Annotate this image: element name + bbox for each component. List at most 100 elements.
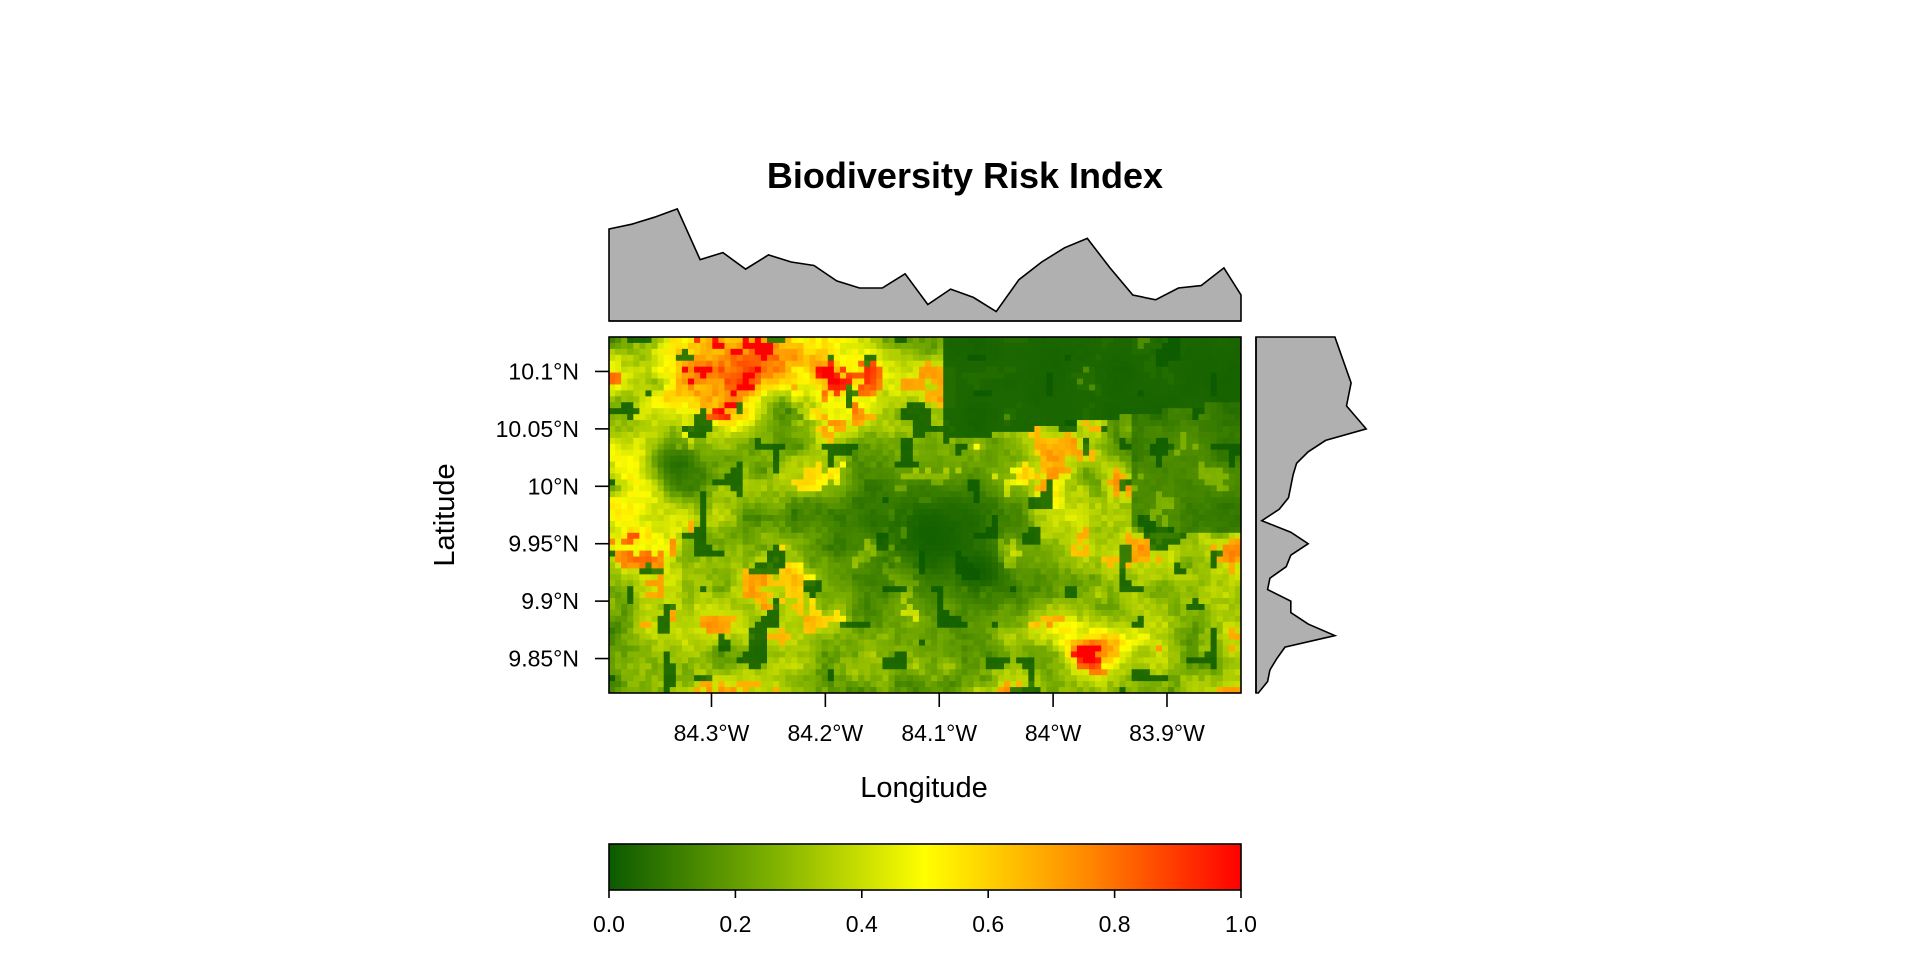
heatmap-cell bbox=[1234, 503, 1241, 510]
heatmap-cell bbox=[1046, 420, 1054, 427]
heatmap-cell bbox=[1046, 497, 1054, 504]
heatmap-cell bbox=[669, 544, 677, 552]
heatmap-cell bbox=[846, 515, 853, 522]
heatmap-cell bbox=[997, 609, 1005, 617]
heatmap-cell bbox=[1131, 568, 1139, 575]
heatmap-cell bbox=[651, 342, 659, 350]
heatmap-cell bbox=[833, 604, 841, 611]
heatmap-cell bbox=[675, 337, 683, 344]
heatmap-cell bbox=[1101, 544, 1108, 552]
heatmap-cell bbox=[846, 384, 853, 391]
heatmap-cell bbox=[961, 485, 969, 492]
heatmap-cell bbox=[657, 556, 665, 564]
heatmap-cell bbox=[767, 604, 774, 611]
heatmap-cell bbox=[809, 526, 817, 534]
heatmap-cell bbox=[900, 372, 908, 380]
heatmap-cell bbox=[1016, 497, 1023, 504]
heatmap-cell bbox=[651, 366, 659, 374]
heatmap-cell bbox=[767, 526, 774, 534]
heatmap-cell bbox=[1174, 562, 1181, 569]
heatmap-cell bbox=[1168, 420, 1175, 427]
heatmap-cell bbox=[663, 580, 671, 587]
heatmap-cell bbox=[1016, 556, 1023, 564]
heatmap-cell bbox=[821, 544, 829, 552]
heatmap-cell bbox=[864, 526, 871, 534]
heatmap-cell bbox=[736, 550, 744, 558]
heatmap-cell bbox=[991, 586, 999, 593]
heatmap-cell bbox=[1222, 491, 1230, 498]
heatmap-cell bbox=[918, 337, 926, 344]
heatmap-cell bbox=[754, 538, 762, 546]
heatmap-cell bbox=[961, 473, 969, 480]
heatmap-cell bbox=[882, 568, 890, 575]
heatmap-cell bbox=[888, 449, 896, 457]
heatmap-cell bbox=[657, 509, 665, 516]
heatmap-cell bbox=[1076, 354, 1084, 362]
heatmap-cell bbox=[609, 532, 616, 540]
heatmap-cell bbox=[1052, 414, 1060, 421]
heatmap-cell bbox=[609, 420, 616, 427]
heatmap-cell bbox=[985, 562, 993, 569]
heatmap-cell bbox=[645, 574, 653, 581]
heatmap-cell bbox=[1162, 449, 1169, 457]
heatmap-cell bbox=[846, 461, 853, 469]
heatmap-cell bbox=[997, 562, 1005, 569]
heatmap-cell bbox=[779, 420, 786, 427]
heatmap-cell bbox=[918, 408, 926, 415]
heatmap-cell bbox=[1228, 337, 1236, 344]
heatmap-cell bbox=[1228, 609, 1236, 617]
heatmap-cell bbox=[1016, 337, 1023, 344]
heatmap-cell bbox=[1222, 366, 1230, 374]
heatmap-cell bbox=[900, 574, 908, 581]
heatmap-cell bbox=[955, 479, 963, 486]
heatmap-cell bbox=[669, 615, 677, 623]
heatmap-cell bbox=[852, 337, 859, 344]
heatmap-cell bbox=[615, 520, 622, 528]
heatmap-cell bbox=[621, 615, 628, 623]
heatmap-cell bbox=[864, 378, 871, 386]
heatmap-cell bbox=[712, 473, 719, 480]
heatmap-cell bbox=[1119, 426, 1127, 433]
heatmap-cell bbox=[1076, 544, 1084, 552]
heatmap-cell bbox=[712, 526, 719, 534]
heatmap-cell bbox=[742, 598, 750, 605]
heatmap-cell bbox=[742, 609, 750, 617]
heatmap-cell bbox=[748, 420, 756, 427]
heatmap-cell bbox=[1204, 461, 1212, 469]
heatmap-cell bbox=[1040, 390, 1048, 397]
heatmap-cell bbox=[864, 568, 871, 575]
heatmap-cell bbox=[803, 420, 811, 427]
heatmap-cell bbox=[1234, 526, 1241, 534]
heatmap-cell bbox=[785, 532, 792, 540]
heatmap-cell bbox=[657, 372, 665, 380]
heatmap-cell bbox=[1046, 520, 1054, 528]
heatmap-cell bbox=[1070, 479, 1078, 486]
heatmap-cell bbox=[931, 408, 938, 415]
heatmap-cell bbox=[754, 431, 762, 439]
heatmap-cell bbox=[1186, 609, 1193, 617]
heatmap-cell bbox=[718, 443, 726, 451]
heatmap-cell bbox=[973, 431, 981, 439]
heatmap-cell bbox=[997, 568, 1005, 575]
heatmap-cell bbox=[1137, 408, 1145, 415]
heatmap-cell bbox=[1058, 556, 1066, 564]
heatmap-cell bbox=[1155, 337, 1163, 344]
heatmap-cell bbox=[754, 491, 762, 498]
heatmap-cell bbox=[694, 431, 701, 439]
heatmap-cell bbox=[1016, 574, 1023, 581]
heatmap-cell bbox=[1143, 520, 1151, 528]
heatmap-cell bbox=[718, 366, 726, 374]
heatmap-cell bbox=[809, 615, 817, 623]
top-marginal bbox=[608, 207, 1242, 322]
heatmap-cell bbox=[1137, 497, 1145, 504]
heatmap-cell bbox=[1137, 443, 1145, 451]
heatmap-cell bbox=[1174, 491, 1181, 498]
heatmap-cell bbox=[858, 431, 865, 439]
heatmap-cell bbox=[791, 337, 798, 344]
heatmap-cell bbox=[681, 598, 689, 605]
heatmap-cell bbox=[882, 461, 890, 469]
heatmap-cell bbox=[1131, 354, 1139, 362]
heatmap-cell bbox=[1064, 366, 1072, 374]
heatmap-cell bbox=[900, 402, 908, 409]
heatmap-cell bbox=[791, 592, 798, 599]
